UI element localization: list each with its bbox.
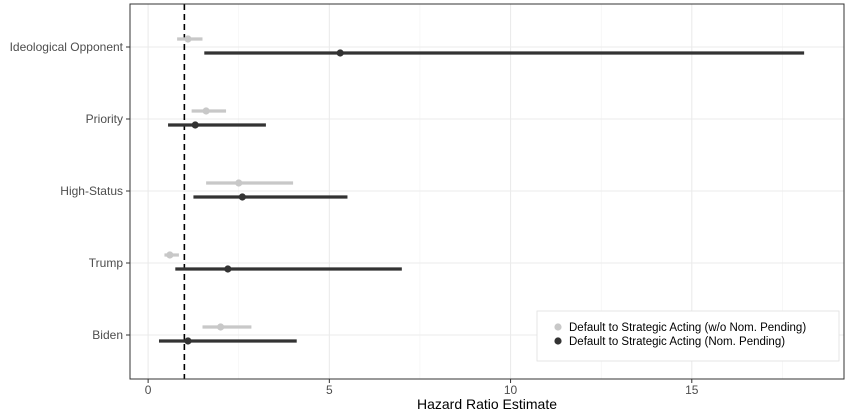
series-1 <box>164 35 294 331</box>
legend-key <box>554 323 562 331</box>
x-tick-label: 5 <box>326 383 333 397</box>
point-estimate <box>224 265 232 273</box>
point-estimate <box>184 35 192 43</box>
legend-label: Default to Strategic Acting (w/o Nom. Pe… <box>569 322 806 334</box>
axis-layer: 0 5 10 15 Ideological Opponent Priority High-S… <box>10 40 699 397</box>
y-tick-label: High-Status <box>60 184 123 198</box>
y-tick-label: Ideological Opponent <box>10 40 124 54</box>
point-estimate <box>336 49 344 57</box>
point-estimate <box>202 107 210 115</box>
grid-lines <box>130 4 844 379</box>
point-estimate <box>191 121 199 129</box>
point-estimate <box>184 337 192 345</box>
point-estimate <box>217 323 225 331</box>
x-tick-label: 10 <box>504 383 518 397</box>
legend-key <box>554 337 562 345</box>
x-axis-title: Hazard Ratio Estimate <box>417 396 557 412</box>
legend: Default to Strategic Acting (w/o Nom. Pe… <box>536 310 840 362</box>
legend-box <box>536 310 840 362</box>
series-2 <box>158 49 805 345</box>
series-layer <box>158 35 805 345</box>
x-tick-label: 0 <box>145 383 152 397</box>
point-estimate <box>166 251 174 259</box>
point-estimate <box>238 193 246 201</box>
y-tick-label: Biden <box>92 328 123 342</box>
y-tick-label: Priority <box>86 112 123 126</box>
point-estimate <box>235 179 243 187</box>
y-tick-label: Trump <box>89 256 124 270</box>
x-tick-label: 15 <box>685 383 699 397</box>
legend-label: Default to Strategic Acting (Nom. Pendin… <box>569 336 785 348</box>
